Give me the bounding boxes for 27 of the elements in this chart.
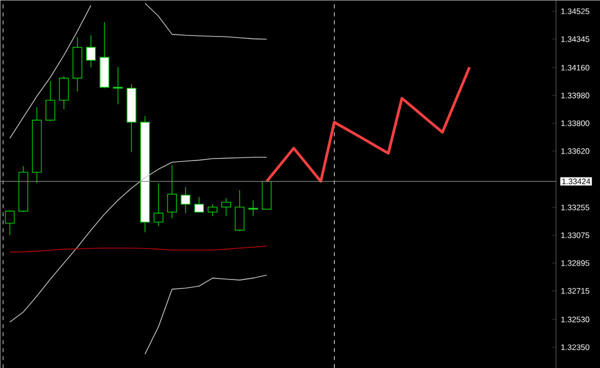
candlestick	[167, 164, 177, 218]
y-tick-label: 1.33255	[561, 204, 590, 210]
candlestick	[86, 34, 96, 68]
line-series	[144, 274, 268, 354]
y-tick-label: 1.34345	[561, 36, 590, 42]
candlestick	[180, 186, 190, 214]
y-tick-label: 1.32350	[561, 344, 590, 350]
y-tick-label: 1.34160	[561, 64, 590, 70]
y-tick-label: 1.32530	[561, 316, 590, 322]
candlestick	[234, 190, 245, 232]
candlestick	[59, 76, 69, 110]
ref-line-label: 1.33424	[562, 178, 590, 184]
y-tick-label: 1.34525	[561, 8, 590, 14]
candlestick	[154, 182, 164, 226]
y-tick-label: 1.33620	[561, 148, 590, 154]
candlestick	[4, 209, 15, 236]
y-tick-label: 1.33980	[561, 92, 590, 98]
y-tick-label: 1.33075	[561, 232, 590, 238]
y-tick-label: 1.33800	[561, 120, 590, 126]
candlestick	[46, 80, 56, 122]
candlestick	[208, 204, 218, 216]
candlestick	[113, 66, 123, 104]
line-series	[9, 156, 268, 322]
candlestick	[221, 198, 231, 216]
candlestick	[194, 196, 204, 212]
y-tick-label: 1.32895	[561, 260, 590, 266]
y-tick-label: 1.32715	[561, 288, 590, 294]
